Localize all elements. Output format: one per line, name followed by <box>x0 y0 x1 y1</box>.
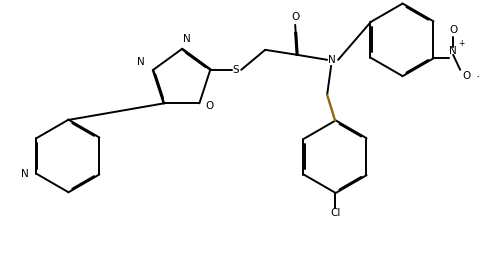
Text: O: O <box>449 25 457 35</box>
Text: S: S <box>232 65 239 75</box>
Text: N: N <box>449 46 457 56</box>
Text: +: + <box>458 39 464 48</box>
Text: N: N <box>21 169 29 179</box>
Text: Cl: Cl <box>330 208 340 218</box>
Text: N: N <box>328 55 336 65</box>
Text: O: O <box>291 12 299 22</box>
Text: N: N <box>183 34 191 44</box>
Text: -: - <box>476 71 479 81</box>
Text: N: N <box>137 57 145 67</box>
Text: O: O <box>205 101 214 111</box>
Text: O: O <box>462 71 470 81</box>
